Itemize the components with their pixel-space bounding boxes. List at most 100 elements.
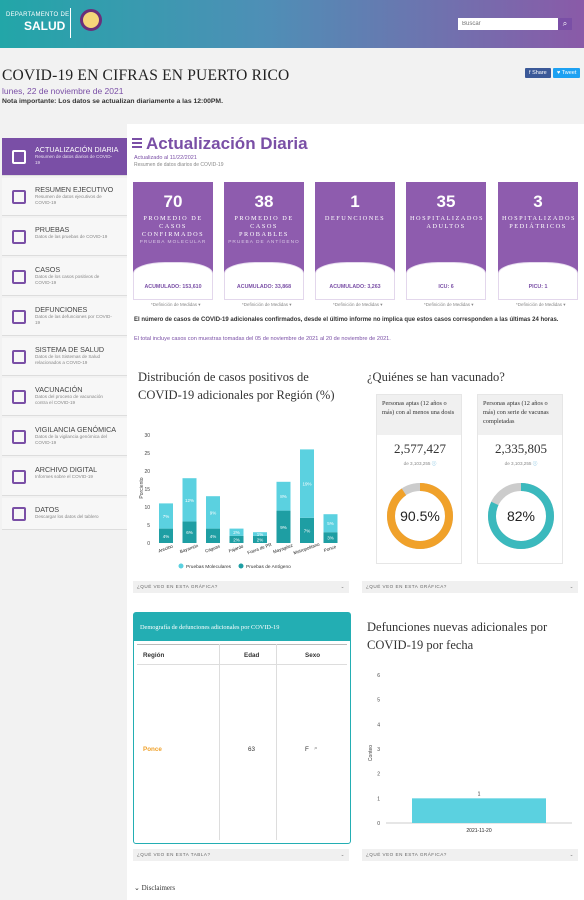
- y-tick-label: 5: [147, 523, 150, 529]
- deaths-help-accordion[interactable]: ¿QUÉ VEO EN ESTA GRÁFICA? ⌄: [362, 849, 578, 861]
- list-icon: [132, 138, 142, 148]
- col-sex[interactable]: Sexo: [305, 652, 321, 659]
- col-age[interactable]: Edad: [244, 652, 260, 659]
- distribution-title: Distribución de casos positivos de COVID…: [138, 370, 335, 402]
- y-tick-label: 6: [377, 673, 380, 679]
- distribution-chart: 0 5 10 15 20 25 30 Porciento 4% 7% Arecibo 6% 12% Bay…: [139, 433, 338, 570]
- chart-help-accordion[interactable]: ¿QUÉ VEO EN ESTA GRÁFICA? ⌄: [133, 581, 349, 593]
- sidebar-item-desc: Descargar los datos del tablero: [35, 514, 99, 519]
- bar-data-label: 19%: [302, 482, 311, 487]
- vaccination-donut: [488, 483, 554, 549]
- vaccination-donut: [387, 483, 453, 549]
- x-tick-label: Mayagüez: [272, 542, 294, 554]
- deaths-table-card: Demografía de defunciones adicionales po…: [133, 612, 351, 844]
- sidebar-item-6[interactable]: VACUNACIÓN Datos del proceso de vacunació…: [2, 378, 127, 416]
- table-col-divider: [276, 644, 277, 840]
- facebook-share-button[interactable]: f Share: [525, 68, 551, 78]
- stat-value: 70: [163, 192, 183, 211]
- sidebar-item-desc: Datos del proceso de vacunación contra e…: [35, 394, 103, 405]
- table-divider: [137, 644, 347, 645]
- sidebar-item-label: VIGILANCIA GENÓMICA: [35, 425, 117, 434]
- stat-value: 1: [350, 192, 360, 211]
- definitions-toggle[interactable]: *Definición de Medidas ▾: [516, 302, 566, 307]
- stat-label: HOSPITALIZADOS PEDIÁTRICOS: [502, 215, 577, 230]
- bar-molecular: [300, 449, 314, 518]
- definitions-toggle[interactable]: *Definición de Medidas ▾: [424, 302, 474, 307]
- sidebar-item-label: CASOS: [35, 265, 61, 274]
- bar-antigen: [253, 535, 267, 543]
- sidebar-item-4[interactable]: DEFUNCIONES Datos de las defunciones por …: [2, 298, 127, 336]
- sidebar-item-1[interactable]: RESUMEN EJECUTIVO Resumen de datos ejecut…: [2, 178, 127, 216]
- vaccination-denominator: de 3,103,255: [403, 461, 431, 466]
- sidebar-item-5[interactable]: SISTEMA DE SALUD Datos de los Sistemas de…: [2, 338, 127, 376]
- vaccination-denominator: de 3,103,255: [504, 461, 532, 466]
- sidebar-item-2[interactable]: PRUEBAS Datos de las pruebas de COVID-19: [2, 218, 127, 256]
- sidebar-item-label: DEFUNCIONES: [35, 305, 88, 314]
- definitions-toggle[interactable]: *Definición de Medidas ▾: [151, 302, 201, 307]
- bar-data-label: 4%: [210, 534, 217, 539]
- bar-data-label: 3%: [327, 536, 334, 541]
- bar-data-label: 2%: [257, 537, 264, 542]
- table-divider: [137, 664, 347, 665]
- sidebar-item-9[interactable]: DATOS Descargar los datos del tablero: [2, 498, 127, 530]
- sidebar-item-desc: Datos de los casos positivos de COVID-19: [35, 274, 100, 285]
- facebook-icon: f: [529, 70, 533, 76]
- dept-label: DEPARTAMENTO DE: [6, 12, 70, 18]
- bar-data-label: 8%: [280, 494, 287, 499]
- stat-accumulated: ACUMULADO: 153,610: [144, 284, 202, 290]
- seal-icon: [80, 9, 102, 31]
- deaths-by-date-chart: 0 1 2 3 4 5 6 Conteo 1 2021-11-20: [368, 673, 572, 834]
- disclaimers-toggle[interactable]: ⌄ Disclaimers: [134, 884, 176, 892]
- search-icon[interactable]: ⌕: [558, 18, 572, 30]
- tweet-button[interactable]: ♥ Tweet: [553, 68, 581, 78]
- col-region[interactable]: Región: [143, 652, 165, 659]
- x-tick-label: Metropolitano: [293, 541, 321, 555]
- vaccination-help-accordion[interactable]: ¿QUÉ VEO EN ESTA GRÁFICA? ⌄: [362, 581, 578, 593]
- table-title: Demografía de defunciones adicionales po…: [134, 613, 350, 641]
- y-tick-label: 15: [144, 487, 150, 493]
- definitions-toggle[interactable]: *Definición de Medidas ▾: [242, 302, 292, 307]
- sidebar-item-7[interactable]: VIGILANCIA GENÓMICA Datos de la vigilanci…: [2, 418, 127, 456]
- sidebar-item-3[interactable]: CASOS Datos de los casos positivos de COV…: [2, 258, 127, 296]
- vaccination-card: Personas aptas (12 años o más) con al me…: [376, 394, 462, 564]
- salud-logo-text[interactable]: SALUD: [24, 19, 66, 33]
- definitions-toggle[interactable]: *Definición de Medidas ▾: [333, 302, 383, 307]
- y-axis-label: Porciento: [139, 477, 145, 498]
- stat-value: 38: [254, 192, 274, 211]
- sidebar-item-desc: Resumen de datos ejecutivos de COVID-19: [35, 194, 102, 205]
- updated-date: Actualizado al 11/22/2021: [134, 155, 197, 161]
- stat-label: HOSPITALIZADOS ADULTOS: [410, 215, 485, 230]
- zoom-icon[interactable]: ⌕: [314, 745, 318, 752]
- stat-accumulated: PICU: 1: [528, 284, 548, 290]
- vaccination-label: Personas aptas (12 años o más) con al me…: [377, 395, 461, 435]
- sidebar-item-8[interactable]: ARCHIVO DIGITAL Informes sobre el COVID-1…: [2, 458, 127, 496]
- sidebar-item-0[interactable]: ACTUALIZACIÓN DIARIA Resumen de datos dia…: [2, 138, 127, 176]
- bar-data-label: 4%: [163, 534, 170, 539]
- bar-molecular: [323, 514, 338, 533]
- section-title: Actualización Diaria: [146, 134, 308, 153]
- x-tick-label: Caguas: [204, 543, 221, 553]
- syringe-icon: [12, 390, 26, 404]
- paperclip-icon: [12, 470, 26, 484]
- table-help-accordion[interactable]: ¿QUÉ VEO EN ESTA TABLA? ⌄: [133, 849, 349, 861]
- section-subtitle: Resumen de datos diarios de COVID-19: [134, 162, 224, 168]
- y-tick-label: 20: [144, 469, 150, 475]
- sidebar-item-desc: Datos de las pruebas de COVID-19: [35, 234, 108, 239]
- stat-accumulated: ACUMULADO: 33,868: [236, 284, 292, 290]
- chevron-down-icon: ⌄: [569, 852, 574, 857]
- donut-fill: [488, 483, 554, 549]
- stat-label: PROMEDIO DE CASOS PROBABLES: [234, 215, 294, 238]
- legend-swatch: [238, 563, 244, 569]
- bar-data-label: 9%: [210, 510, 217, 515]
- stat-sublabel: PRUEBA MOLECULAR: [139, 240, 207, 245]
- stat-sublabel: PRUEBA DE ANTÍGENO: [228, 240, 300, 245]
- deaths-by-date-title: Defunciones nuevas adicionales por COVID…: [367, 620, 548, 652]
- search-input[interactable]: [458, 18, 558, 30]
- info-icon: ⓘ: [431, 461, 437, 466]
- bar-molecular: [276, 481, 291, 511]
- sidebar-item-label: ACTUALIZACIÓN DIARIA: [35, 145, 119, 154]
- y-tick-label: 25: [144, 451, 150, 457]
- table-cell-region: Ponce: [143, 746, 162, 753]
- vaccination-percent: 90.5%: [400, 508, 440, 524]
- chevron-down-icon: ⌄: [134, 884, 142, 892]
